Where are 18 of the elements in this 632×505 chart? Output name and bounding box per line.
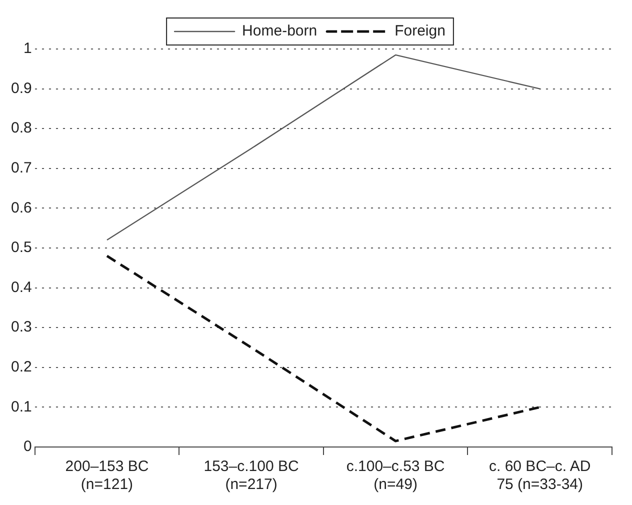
- x-tick-label: c.100–c.53 BC (n=49): [346, 458, 445, 494]
- y-tick-label: 0.6: [10, 199, 32, 216]
- y-tick-label: 0: [24, 438, 32, 456]
- y-tick-label: 1: [24, 40, 32, 58]
- x-tick-label: c. 60 BC–c. AD 75 (n=33-34): [488, 458, 591, 494]
- legend-label: Home-born: [242, 22, 318, 40]
- legend-label: Foreign: [394, 22, 446, 40]
- x-tick-label: 153–c.100 BC (n=217): [204, 458, 299, 494]
- y-tick-label: 0.5: [10, 239, 32, 256]
- x-tick-label: 200–153 BC (n=121): [65, 458, 149, 494]
- y-tick-label: 0.2: [10, 358, 32, 376]
- line-series: [106, 254, 542, 442]
- y-tick-label: 0.9: [10, 80, 32, 97]
- y-tick-label: 0.7: [10, 160, 32, 177]
- y-tick-label: 0.1: [10, 398, 32, 416]
- y-tick-label: 0.3: [10, 318, 32, 336]
- y-tick-label: 0.8: [10, 120, 32, 137]
- y-tick-label: 0.4: [10, 278, 32, 296]
